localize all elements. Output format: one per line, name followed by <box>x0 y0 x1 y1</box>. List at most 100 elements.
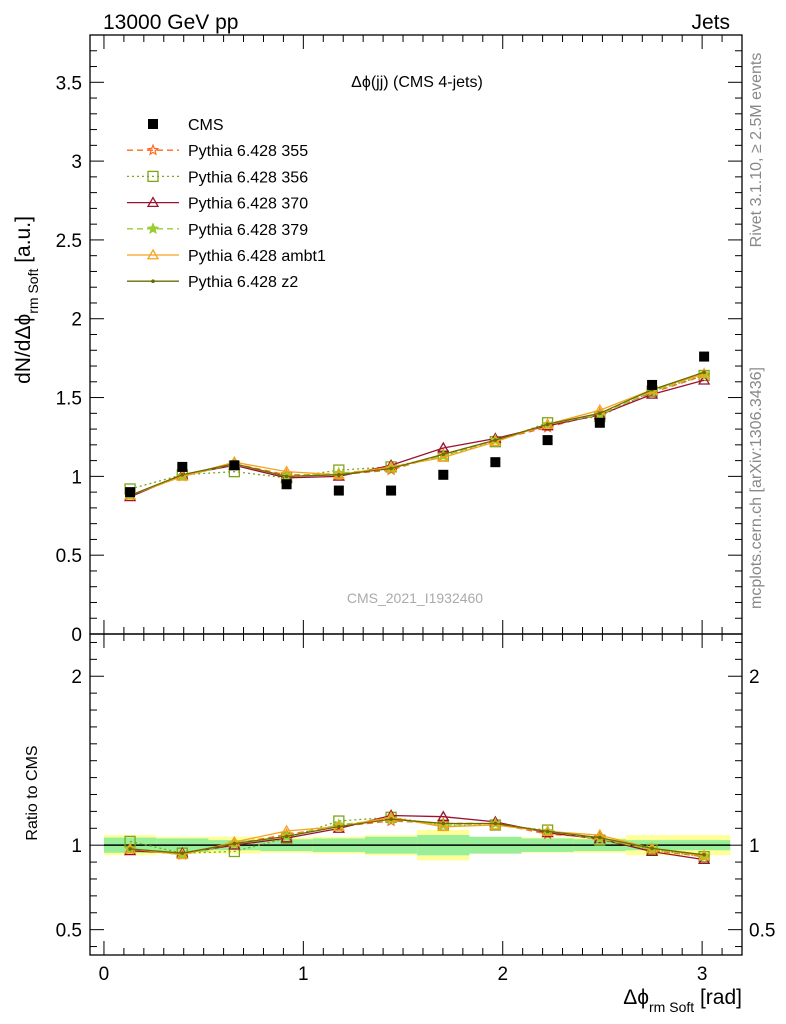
legend-label: Pythia 6.428 379 <box>188 222 308 239</box>
series-line <box>129 373 705 496</box>
x-tick-label: 3 <box>697 964 708 985</box>
cms-data-point <box>281 479 292 490</box>
legend-label: Pythia 6.428 ambt1 <box>188 248 326 265</box>
y-axis-title: dN/dΔϕrm Soft [a.u.] <box>12 216 41 384</box>
cms-data-point <box>490 457 501 468</box>
ratio-point <box>228 835 241 847</box>
mcplots-label: mcplots.cern.ch [arXiv:1306.3436] <box>748 367 765 609</box>
legend-entry: Pythia 6.428 379 <box>127 222 308 239</box>
y-tick-label: 2.5 <box>56 231 82 252</box>
legend-marker <box>151 279 155 284</box>
chart-marks: 0 1 2 3 0 0.5 1 1.5 2 2.5 3 3.5 0.5 0.5 1 1 2 2 CMS Pythia … <box>56 34 776 985</box>
series-point <box>437 451 450 462</box>
x-tick-label: 0 <box>99 964 110 985</box>
ratio-y-tick-label-right: 1 <box>749 836 760 857</box>
cms-data-point <box>438 469 449 480</box>
series-line <box>129 379 705 498</box>
series-point <box>441 452 446 457</box>
legend-entry: Pythia 6.428 ambt1 <box>127 248 326 265</box>
legend-entry: CMS <box>148 117 224 134</box>
ratio-line <box>130 818 705 856</box>
ratio-y-tick-label-right: 2 <box>749 667 760 688</box>
legend-entry: Pythia 6.428 370 <box>127 196 308 213</box>
analysis-watermark: CMS_2021_I1932460 <box>347 590 483 606</box>
svg-text:dN/dΔϕrm Soft [a.u.]: dN/dΔϕrm Soft [a.u.] <box>12 216 41 384</box>
series-point <box>284 474 289 479</box>
plot-title: Δϕ(jj) (CMS 4-jets) <box>351 74 483 91</box>
series-point <box>384 460 398 472</box>
legend-label: Pythia 6.428 370 <box>188 196 308 213</box>
header-left: 13000 GeV pp <box>103 11 238 34</box>
ratio-point <box>441 821 446 826</box>
legend-label: Pythia 6.428 z2 <box>188 274 298 291</box>
y-tick-label: 0 <box>71 625 82 646</box>
cms-data-point <box>333 485 344 496</box>
ratio-point <box>180 851 185 855</box>
cms-data-point <box>594 417 605 428</box>
series-5-ratio <box>128 817 706 857</box>
cms-data-point <box>699 351 710 362</box>
series-1-main <box>124 369 710 495</box>
series-4-main <box>123 367 711 500</box>
series-point <box>337 472 341 477</box>
ratio-point <box>384 811 398 822</box>
ratio-point <box>176 848 189 860</box>
legend-entry: Pythia 6.428 z2 <box>127 274 298 291</box>
legend-marker <box>146 248 160 260</box>
ratio-point <box>232 841 237 846</box>
ratio-y-tick-label: 1 <box>71 836 82 857</box>
series-line <box>129 373 705 496</box>
ratio-plot-frame <box>89 633 743 956</box>
cms-data-point <box>542 435 553 446</box>
y-tick-label: 3.5 <box>56 73 82 94</box>
ratio-point <box>284 834 289 839</box>
x-tick-label: 2 <box>497 964 508 985</box>
header-right: Jets <box>691 11 730 34</box>
series-line <box>129 371 705 496</box>
cms-data-point <box>229 460 240 471</box>
ratio-y-tick-label: 0.5 <box>56 921 82 942</box>
ratio-point <box>337 824 341 829</box>
series-point <box>697 373 711 385</box>
legend-marker <box>146 143 160 156</box>
series-point <box>180 472 185 477</box>
y-tick-label: 0.5 <box>56 546 82 567</box>
series-line <box>129 374 705 490</box>
legend-marker <box>146 196 160 207</box>
y-tick-label: 3 <box>71 152 82 173</box>
cms-data-point <box>647 379 658 390</box>
series-point <box>493 438 498 442</box>
ratio-y-tick-label: 2 <box>71 667 82 688</box>
series-point <box>389 466 393 471</box>
legend-marker <box>148 119 158 129</box>
series-point <box>702 370 706 375</box>
series-line <box>129 374 705 496</box>
ratio-point <box>598 835 602 840</box>
ratio-line <box>130 816 705 857</box>
series-0-main <box>123 368 711 501</box>
ratio-point <box>437 820 450 832</box>
legend-entry: Pythia 6.428 356 <box>127 169 308 186</box>
ratio-point <box>128 847 132 851</box>
cms-data-point <box>125 487 136 498</box>
y-tick-label: 1 <box>71 467 82 488</box>
ratio-y-axis-title: Ratio to CMS <box>24 745 41 840</box>
ratio-point <box>493 821 498 826</box>
legend-marker <box>147 170 159 183</box>
x-axis-title: Δϕrm Soft [rad] <box>623 986 742 1015</box>
ratio-point <box>123 842 137 854</box>
legend-label: Pythia 6.428 355 <box>188 143 308 160</box>
y-tick-label: 2 <box>71 310 82 331</box>
x-tick-label: 1 <box>298 964 309 985</box>
ratio-point <box>702 852 706 857</box>
cms-data-point <box>177 461 188 472</box>
series-5-main <box>128 370 706 498</box>
series-point <box>598 411 602 416</box>
tick-labels: 0 1 2 3 0 0.5 1 1.5 2 2.5 3 3.5 0.5 0.5 1 1 2 2 <box>56 73 776 985</box>
legend-label: Pythia 6.428 356 <box>188 169 308 186</box>
ratio-point <box>650 846 654 851</box>
ratio-y-tick-label-right: 0.5 <box>749 921 775 942</box>
series-3-main <box>123 367 711 501</box>
series-point <box>545 422 550 427</box>
